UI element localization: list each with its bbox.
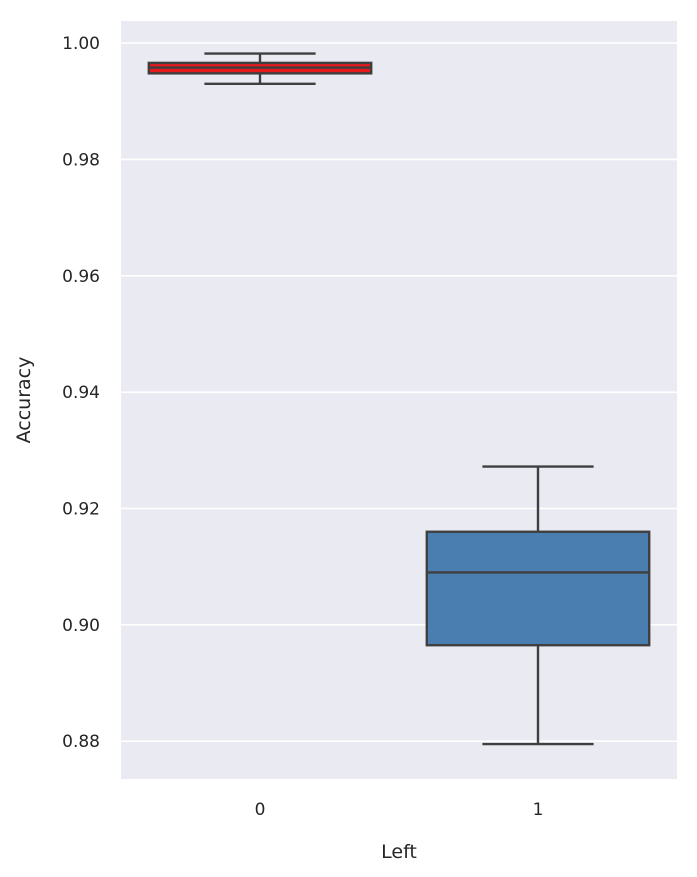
- y-tick-label: 1.00: [62, 34, 100, 54]
- box-iqr: [425, 530, 651, 647]
- y-tick-label: 0.88: [62, 732, 100, 752]
- x-tick-labels: 0 1: [255, 800, 544, 820]
- y-tick-label: 0.94: [62, 383, 100, 403]
- y-tick-label: 0.90: [62, 616, 100, 636]
- y-axis-label: Accuracy: [13, 357, 35, 444]
- y-tick-label: 0.92: [62, 499, 100, 519]
- y-tick-label: 0.96: [62, 267, 100, 287]
- boxes: [147, 52, 651, 746]
- x-tick-label: 1: [533, 800, 544, 820]
- grid-lines: [121, 42, 677, 742]
- y-tick-labels: 0.88 0.90 0.92 0.94 0.96 0.98 1.00: [62, 34, 100, 752]
- x-tick-label: 0: [255, 800, 266, 820]
- plot-area: [121, 21, 677, 779]
- y-tick-label: 0.98: [62, 150, 100, 170]
- x-axis-label: Left: [381, 841, 417, 863]
